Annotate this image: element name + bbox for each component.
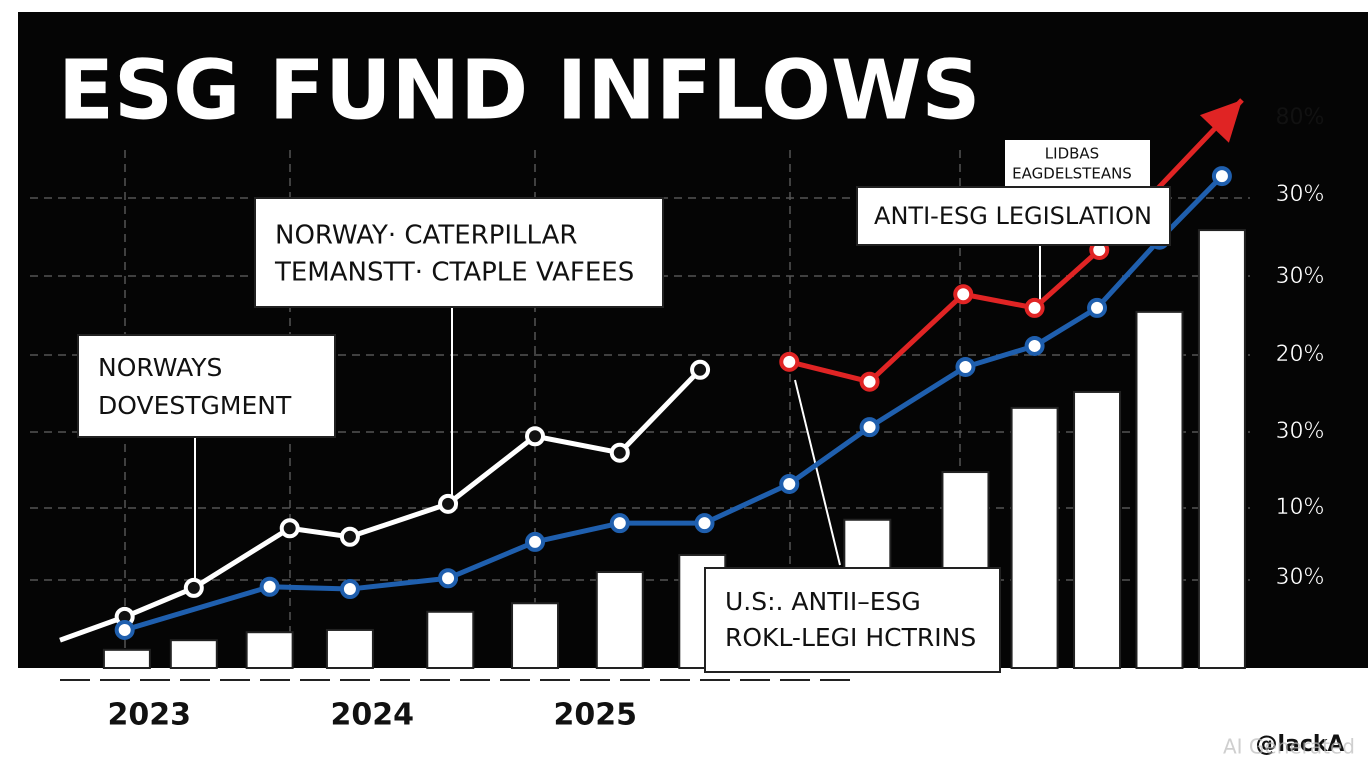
annotation-text: ROKL-LEGI HCTRINS: [725, 623, 976, 652]
arrow-head: [1199, 100, 1242, 143]
side-label: 30%: [1276, 565, 1325, 590]
data-point: [859, 371, 880, 392]
chart-title: ESG FUND INFLOWS: [58, 43, 980, 138]
side-label: 30%: [1276, 264, 1325, 289]
annotation-text: TEMANSTT· CTAPLE VAFEES: [274, 258, 634, 288]
data-point: [609, 513, 630, 534]
x-tick-label: 2025: [553, 698, 637, 733]
annotation-box: [704, 567, 1001, 673]
signature: @lackA: [1255, 732, 1344, 757]
data-point: [955, 356, 976, 377]
data-point: [259, 576, 280, 597]
note-text: EAGDELSTEANS: [1012, 165, 1132, 183]
bar: [1073, 390, 1122, 669]
bar: [426, 610, 475, 670]
side-label: 20%: [1276, 342, 1325, 367]
annotation-pointer: [794, 379, 841, 566]
data-point: [694, 513, 715, 534]
data-point: [1087, 297, 1108, 318]
bar: [1010, 406, 1059, 669]
bar: [245, 631, 294, 670]
data-point: [438, 568, 459, 589]
data-point: [953, 284, 974, 305]
side-label: 30%: [1276, 419, 1325, 444]
data-point: [183, 577, 204, 598]
data-point: [1211, 166, 1232, 187]
watermark: AI Generated: [1223, 735, 1355, 759]
data-point: [1024, 335, 1045, 356]
bar: [169, 639, 218, 670]
x-tick-label: 2024: [330, 698, 414, 733]
side-label: 30%: [1276, 182, 1325, 207]
x-tick-label: 2023: [107, 698, 191, 733]
bar: [1135, 310, 1184, 669]
data-point: [690, 359, 711, 380]
annotation-text: NORWAYS: [98, 353, 222, 382]
note-text: LIDBAS: [1045, 145, 1099, 163]
bar: [102, 648, 151, 669]
data-point: [779, 351, 800, 372]
data-point: [609, 442, 630, 463]
annotation-box: [856, 186, 1171, 246]
annotation-text: ANTI-ESG LEGISLATION: [874, 202, 1152, 230]
bar: [511, 602, 560, 669]
data-point: [525, 531, 546, 552]
side-label: 80%: [1276, 105, 1325, 130]
data-point: [779, 473, 800, 494]
data-point: [339, 526, 360, 547]
data-point: [438, 493, 459, 514]
note-box: [1005, 140, 1150, 186]
data-point: [859, 417, 880, 438]
bar: [595, 571, 644, 669]
annotation-text: U.S:. ANTII–ESG: [725, 587, 921, 616]
series-line: [123, 174, 1224, 633]
data-point: [279, 518, 300, 539]
annotation-text: NORWAY· CATERPILLAR: [275, 221, 577, 251]
data-point: [1024, 297, 1045, 318]
bar: [325, 628, 374, 669]
data-point: [114, 619, 135, 640]
data-point: [339, 579, 360, 600]
annotation-box: [77, 334, 336, 438]
bar: [1197, 229, 1246, 670]
side-label: 10%: [1276, 495, 1325, 520]
annotation-text: DOVESTGMENT: [98, 391, 292, 420]
data-point: [525, 426, 546, 447]
annotation-box: [254, 197, 664, 308]
